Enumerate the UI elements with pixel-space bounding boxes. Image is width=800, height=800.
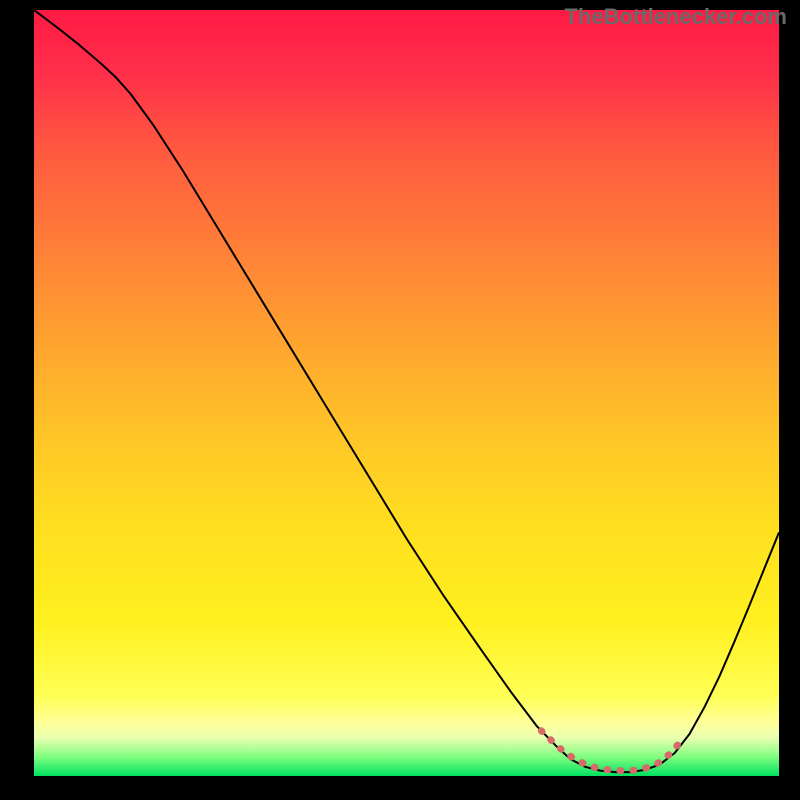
plot-area [34, 10, 779, 776]
gradient-background [34, 10, 779, 776]
chart-canvas: TheBottlenecker.com [0, 0, 800, 800]
attribution-label: TheBottlenecker.com [564, 4, 787, 30]
